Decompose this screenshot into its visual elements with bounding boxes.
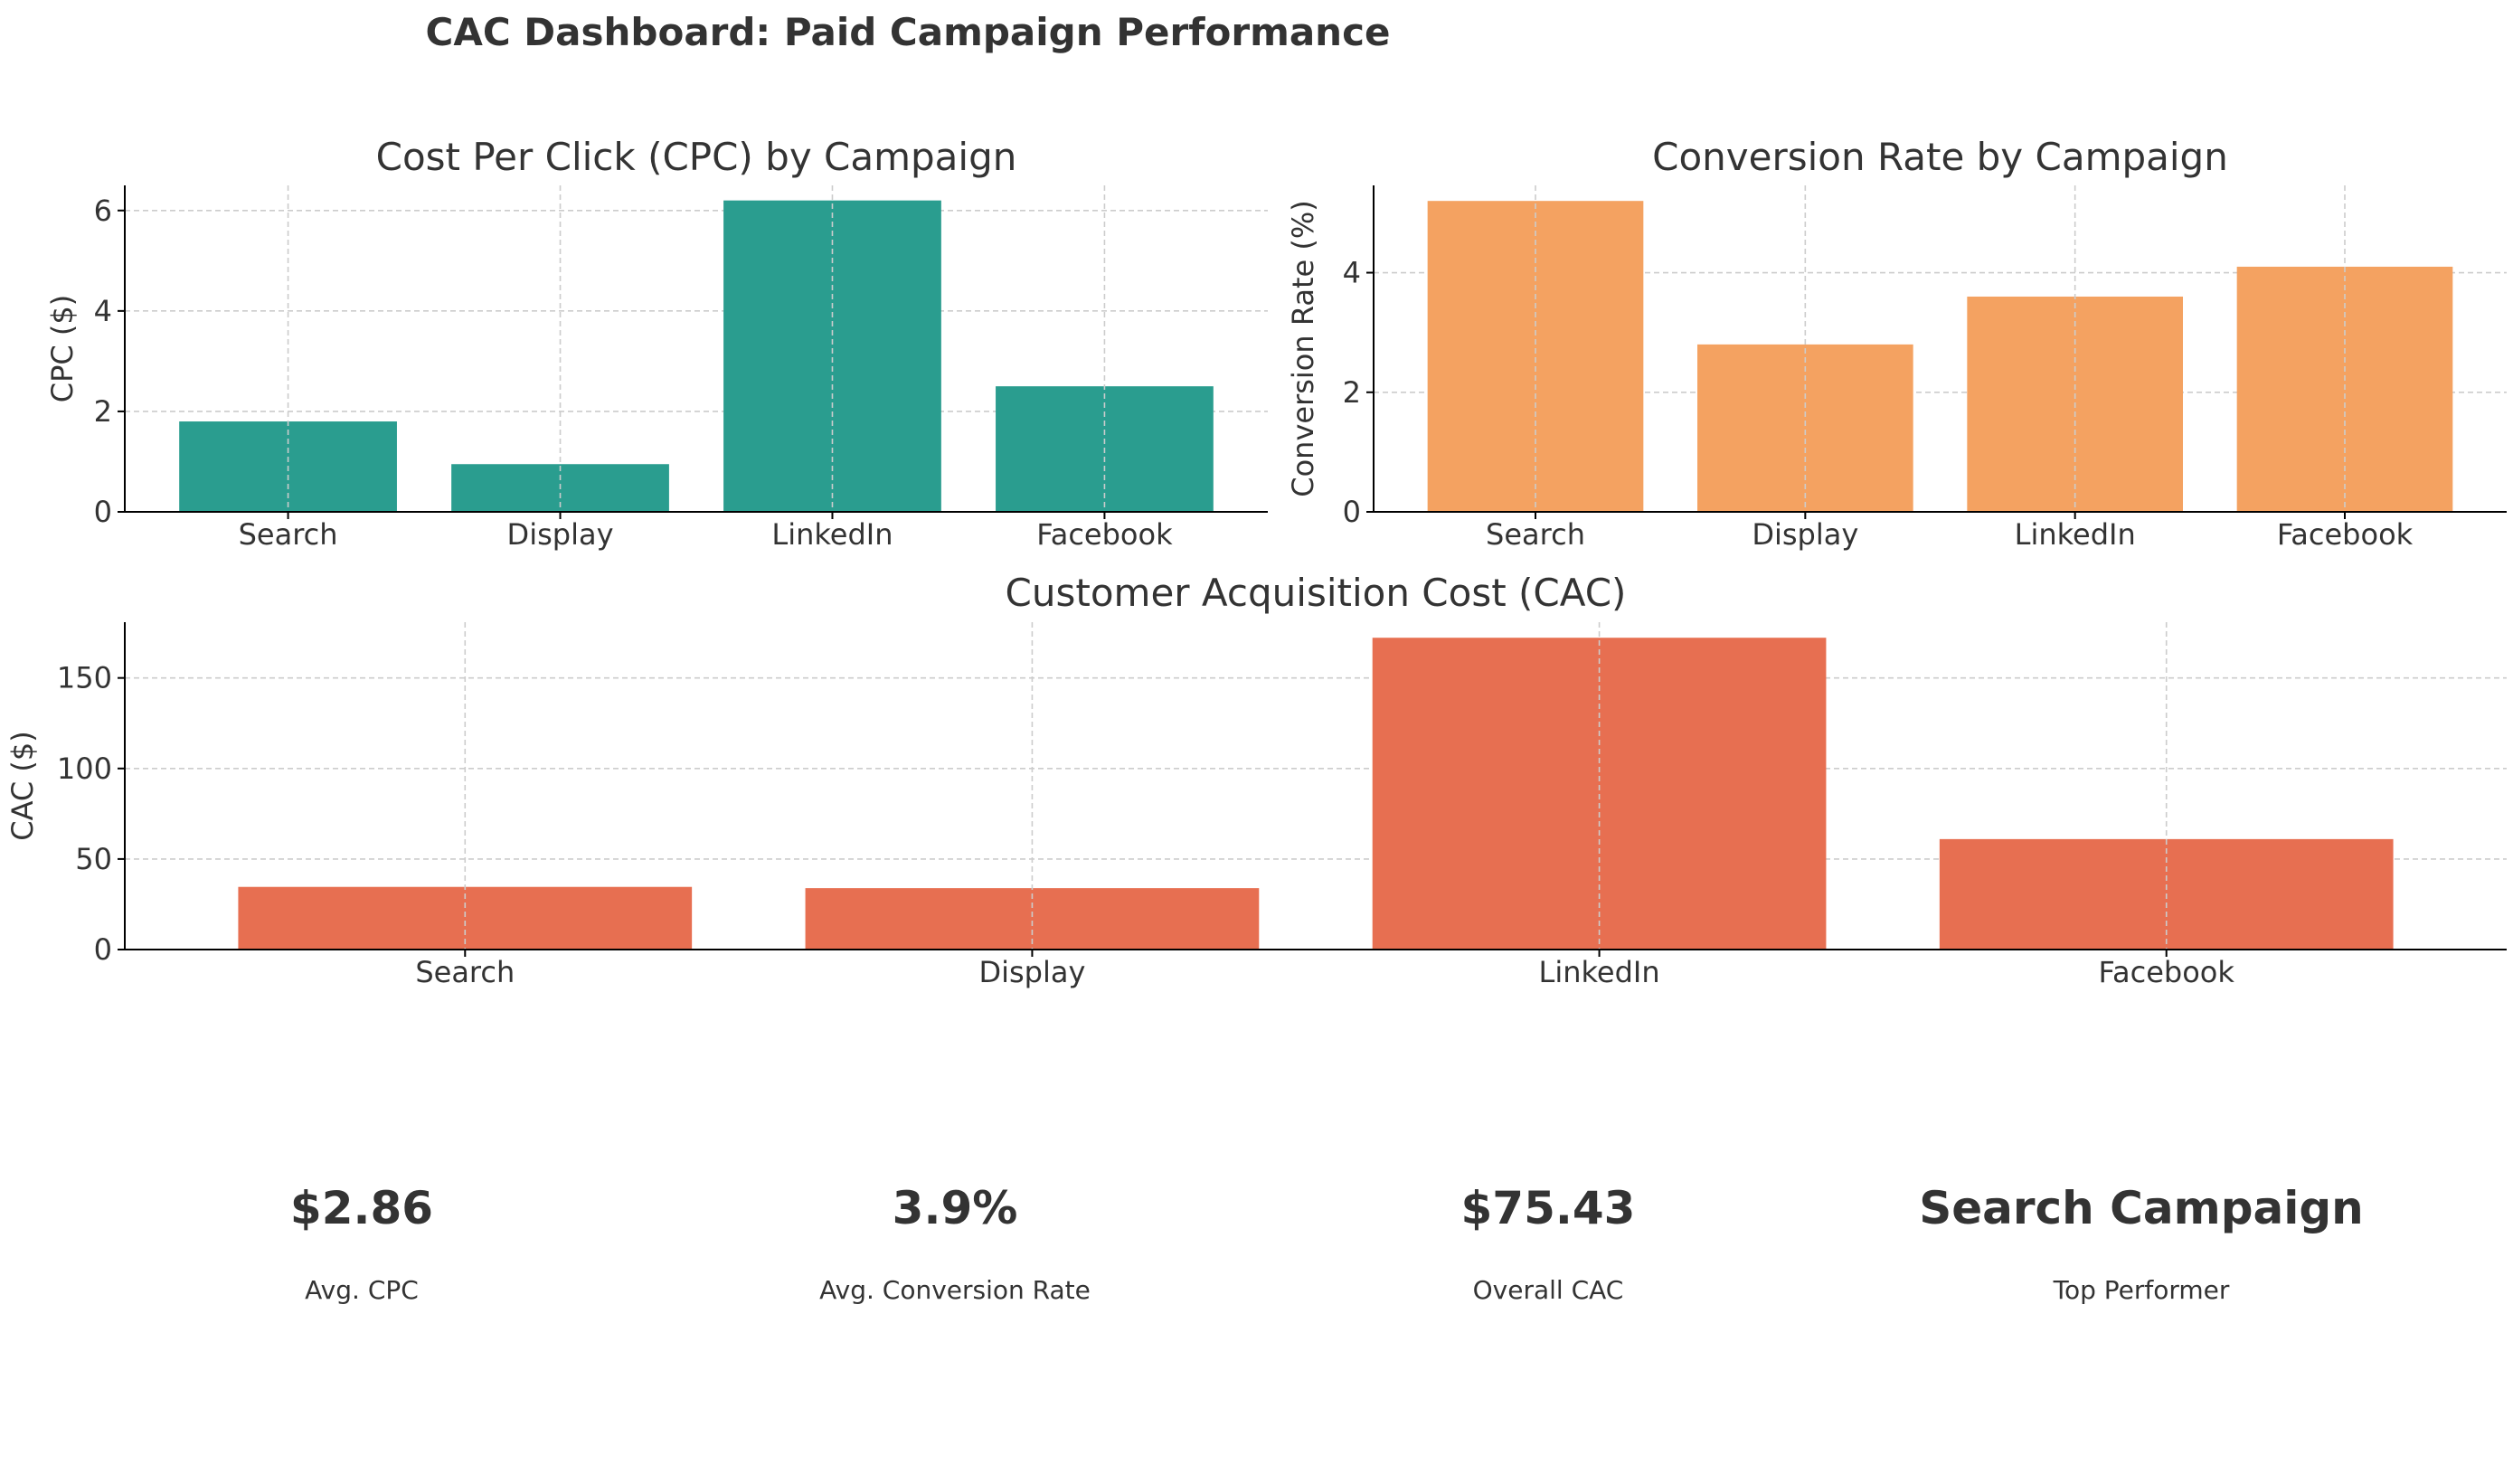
cpc-ytick-label-2: 4 — [94, 294, 112, 328]
cpc-ytick-label-0: 0 — [94, 495, 112, 529]
conversion-chart-title: Conversion Rate by Campaign — [1652, 135, 2228, 179]
kpi-avg-cpc-label: Avg. CPC — [305, 1275, 419, 1305]
conversion-ytick-label-0: 0 — [1343, 495, 1361, 529]
cpc-ytick-label-3: 6 — [94, 194, 112, 228]
dashboard-title: CAC Dashboard: Paid Campaign Performance — [426, 10, 1391, 54]
conversion-xtick-label-display: Display — [1752, 517, 1858, 552]
conversion-xtick-label-facebook: Facebook — [2277, 517, 2414, 552]
cac-chart-title: Customer Acquisition Cost (CAC) — [1006, 571, 1627, 615]
cac-xtick-label-facebook: Facebook — [2099, 955, 2235, 989]
cac-chart: 0 50 100 150 Search Display LinkedIn Facebook Cu… — [5, 571, 2507, 989]
cpc-xtick-label-facebook: Facebook — [1036, 517, 1173, 552]
cpc-ytick-label-1: 2 — [94, 394, 112, 429]
kpi-top-performer-value: Search Campaign — [1919, 1182, 2364, 1234]
cac-xtick-label-display: Display — [978, 955, 1085, 989]
cpc-bar-linkedin — [723, 200, 941, 512]
kpi-avg-conversion-rate-label: Avg. Conversion Rate — [819, 1275, 1091, 1305]
cac-ytick-label-0: 0 — [94, 932, 112, 967]
cac-ytick-label-1: 50 — [75, 842, 112, 876]
conversion-ytick-label-2: 4 — [1343, 256, 1361, 290]
conversion-chart: 0 2 4 Search Display LinkedIn Facebook Conversi… — [1286, 135, 2507, 552]
cac-xtick-label-linkedin: LinkedIn — [1539, 955, 1660, 989]
cpc-chart-title: Cost Per Click (CPC) by Campaign — [376, 135, 1017, 179]
conversion-ytick-label-1: 2 — [1343, 375, 1361, 410]
conversion-xtick-label-search: Search — [1486, 517, 1585, 552]
cac-xtick-label-search: Search — [415, 955, 515, 989]
kpi-overall-cac-label: Overall CAC — [1472, 1275, 1624, 1305]
cpc-ylabel: CPC ($) — [45, 295, 80, 402]
kpi-avg-conversion-rate-value: 3.9% — [892, 1182, 1018, 1234]
cpc-xtick-label-search: Search — [239, 517, 338, 552]
cac-ylabel: CAC ($) — [5, 731, 40, 841]
kpi-overall-cac-value: $75.43 — [1460, 1182, 1636, 1234]
kpi-top-performer-label: Top Performer — [2053, 1275, 2230, 1305]
kpi-avg-cpc-value: $2.86 — [289, 1182, 434, 1234]
cpc-xtick-label-display: Display — [507, 517, 614, 552]
conversion-bar-search — [1427, 201, 1644, 512]
conversion-ylabel: Conversion Rate (%) — [1286, 200, 1320, 497]
conversion-xtick-label-linkedin: LinkedIn — [2015, 517, 2136, 552]
cac-ytick-label-2: 100 — [57, 751, 112, 786]
cpc-chart: 0 2 4 6 Search Display LinkedIn Facebook Cost Pe… — [45, 135, 1268, 552]
cpc-xtick-label-linkedin: LinkedIn — [771, 517, 893, 552]
cac-ytick-label-3: 150 — [57, 661, 112, 695]
